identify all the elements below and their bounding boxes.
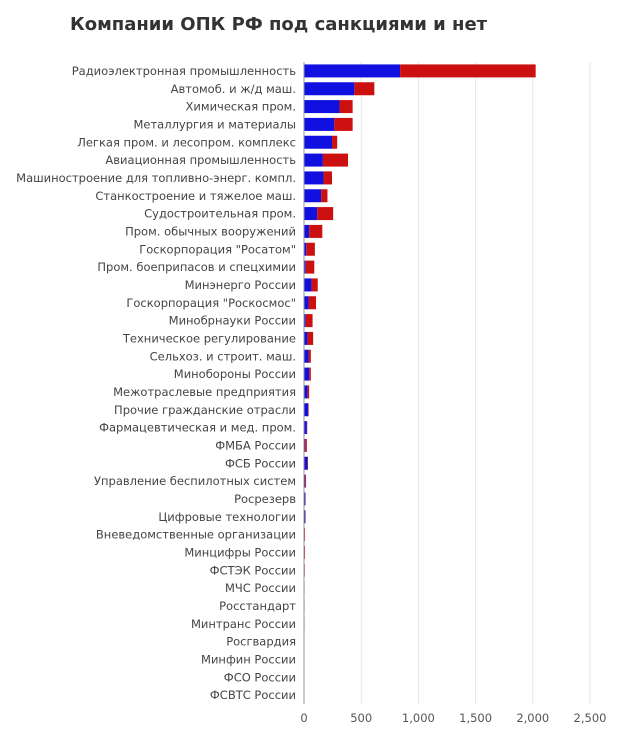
bar-segment-blue[interactable]: [304, 314, 306, 328]
bar-segment-red[interactable]: [305, 314, 313, 328]
bar-segment-blue[interactable]: [304, 135, 333, 149]
x-tick-label: 2,000: [516, 711, 549, 725]
bar-segment-blue[interactable]: [304, 385, 308, 399]
category-label: Сельхоз. и строит. маш.: [150, 349, 296, 363]
bar-segment-red[interactable]: [400, 64, 536, 78]
bar-segment-red[interactable]: [339, 100, 353, 114]
bar-segment-blue[interactable]: [304, 117, 335, 131]
category-label: Радиоэлектронная промышленность: [72, 64, 296, 78]
category-label: Управление беспилотных систем: [94, 474, 296, 488]
bar-segment-blue[interactable]: [304, 242, 307, 256]
x-tick-label: 1,500: [459, 711, 492, 725]
category-label: Госкорпорация "Роскосмос": [126, 296, 296, 310]
category-label: Минфин России: [201, 652, 296, 666]
category-label: Росрезерв: [234, 492, 296, 506]
bar-segment-red[interactable]: [307, 385, 310, 399]
bar-segment-red[interactable]: [307, 456, 309, 470]
category-label: Фармацевтическая и мед. пром.: [99, 421, 296, 435]
category-label: Минцифры России: [184, 545, 296, 559]
category-label: Минобрнауки России: [169, 314, 296, 328]
category-label: Вневедомственные организации: [96, 528, 296, 542]
bar-segment-red[interactable]: [332, 135, 338, 149]
category-label: Госкорпорация "Росатом": [139, 242, 296, 256]
category-label: Автомоб. и ж/д маш.: [171, 82, 296, 96]
chart-title: Компании ОПК РФ под санкциями и нет: [70, 14, 488, 35]
bar-segment-blue[interactable]: [304, 456, 308, 470]
x-tick-label: 500: [350, 711, 372, 725]
category-label: Техническое регулирование: [122, 331, 296, 345]
bar-segment-red[interactable]: [334, 117, 353, 131]
bar-segment-red[interactable]: [309, 224, 323, 238]
category-label: ФСВТС России: [210, 688, 296, 702]
bar-segment-red[interactable]: [321, 189, 328, 203]
category-label: Химическая пром.: [186, 100, 296, 114]
bar-segment-blue[interactable]: [304, 100, 340, 114]
bar-segment-blue[interactable]: [304, 367, 310, 381]
category-label: Росгвардия: [226, 635, 296, 649]
x-tick-label: 1,000: [402, 711, 435, 725]
category-label: Машиностроение для топливно-энерг. компл…: [16, 171, 296, 185]
grid-layer: [360, 62, 591, 704]
bar-segment-red[interactable]: [308, 349, 311, 363]
x-tick-layer: 0 500 1,000 1,500 2,000 2,500: [300, 711, 606, 725]
bar-segment-blue[interactable]: [304, 64, 401, 78]
category-label: ФСБ России: [225, 456, 296, 470]
bar-segment-blue[interactable]: [304, 171, 324, 185]
bar-segment-red[interactable]: [317, 207, 334, 221]
category-label: Авиационная промышленность: [105, 153, 296, 167]
bar-segment-blue[interactable]: [304, 224, 310, 238]
category-label: ФСО России: [224, 670, 296, 684]
bar-segment-blue[interactable]: [304, 492, 306, 506]
bar-segment-red[interactable]: [306, 242, 315, 256]
bar-layer: [304, 64, 536, 702]
bar-segment-blue[interactable]: [304, 189, 322, 203]
x-tick-label: 2,500: [574, 711, 607, 725]
bar-segment-red[interactable]: [323, 171, 333, 185]
category-label: Минобороны России: [174, 367, 296, 381]
category-label: Пром. обычных вооружений: [125, 224, 296, 238]
category-label: Минэнерго России: [185, 278, 296, 292]
bar-segment-blue[interactable]: [304, 296, 309, 310]
category-label: ФСТЭК России: [210, 563, 296, 577]
bar-segment-blue[interactable]: [304, 153, 323, 167]
category-label: Прочие гражданские отрасли: [114, 403, 296, 417]
bar-segment-blue[interactable]: [304, 421, 307, 435]
bar-segment-red[interactable]: [307, 331, 314, 345]
category-label: Металлургия и материалы: [133, 117, 296, 131]
bar-segment-red[interactable]: [311, 278, 318, 292]
category-label: Росстандарт: [219, 599, 296, 613]
bar-segment-blue[interactable]: [304, 260, 306, 274]
bar-segment-red[interactable]: [322, 153, 349, 167]
bar-segment-blue[interactable]: [304, 510, 306, 524]
bar-segment-blue[interactable]: [304, 207, 318, 221]
bar-segment-blue[interactable]: [304, 474, 306, 488]
category-label-layer: Радиоэлектронная промышленность Автомоб. …: [16, 64, 296, 702]
bar-segment-red[interactable]: [305, 438, 307, 452]
category-label: Судостроительная пром.: [144, 207, 296, 221]
bar-segment-red[interactable]: [354, 82, 375, 96]
bar-segment-blue[interactable]: [304, 278, 312, 292]
category-label: Станкостроение и тяжелое маш.: [95, 189, 296, 203]
category-label: ФМБА России: [215, 438, 296, 452]
bar-segment-red[interactable]: [308, 403, 309, 417]
category-label: Пром. боеприпасов и спецхимии: [97, 260, 296, 274]
x-tick-label: 0: [300, 711, 307, 725]
bar-segment-red[interactable]: [308, 296, 317, 310]
bar-segment-blue[interactable]: [304, 331, 308, 345]
category-label: Межотраслевые предприятия: [113, 385, 296, 399]
bar-segment-blue[interactable]: [304, 403, 309, 417]
bar-segment-red[interactable]: [309, 367, 311, 381]
category-label: Легкая пром. и лесопром. комплекс: [77, 135, 296, 149]
bar-segment-red[interactable]: [305, 474, 307, 488]
bar-segment-blue[interactable]: [304, 82, 355, 96]
bar-segment-blue[interactable]: [304, 438, 306, 452]
category-label: МЧС России: [225, 581, 296, 595]
bar-segment-red[interactable]: [305, 260, 315, 274]
category-label: Минтранс России: [191, 617, 296, 631]
category-label: Цифровые технологии: [158, 510, 296, 524]
bar-segment-blue[interactable]: [304, 349, 309, 363]
